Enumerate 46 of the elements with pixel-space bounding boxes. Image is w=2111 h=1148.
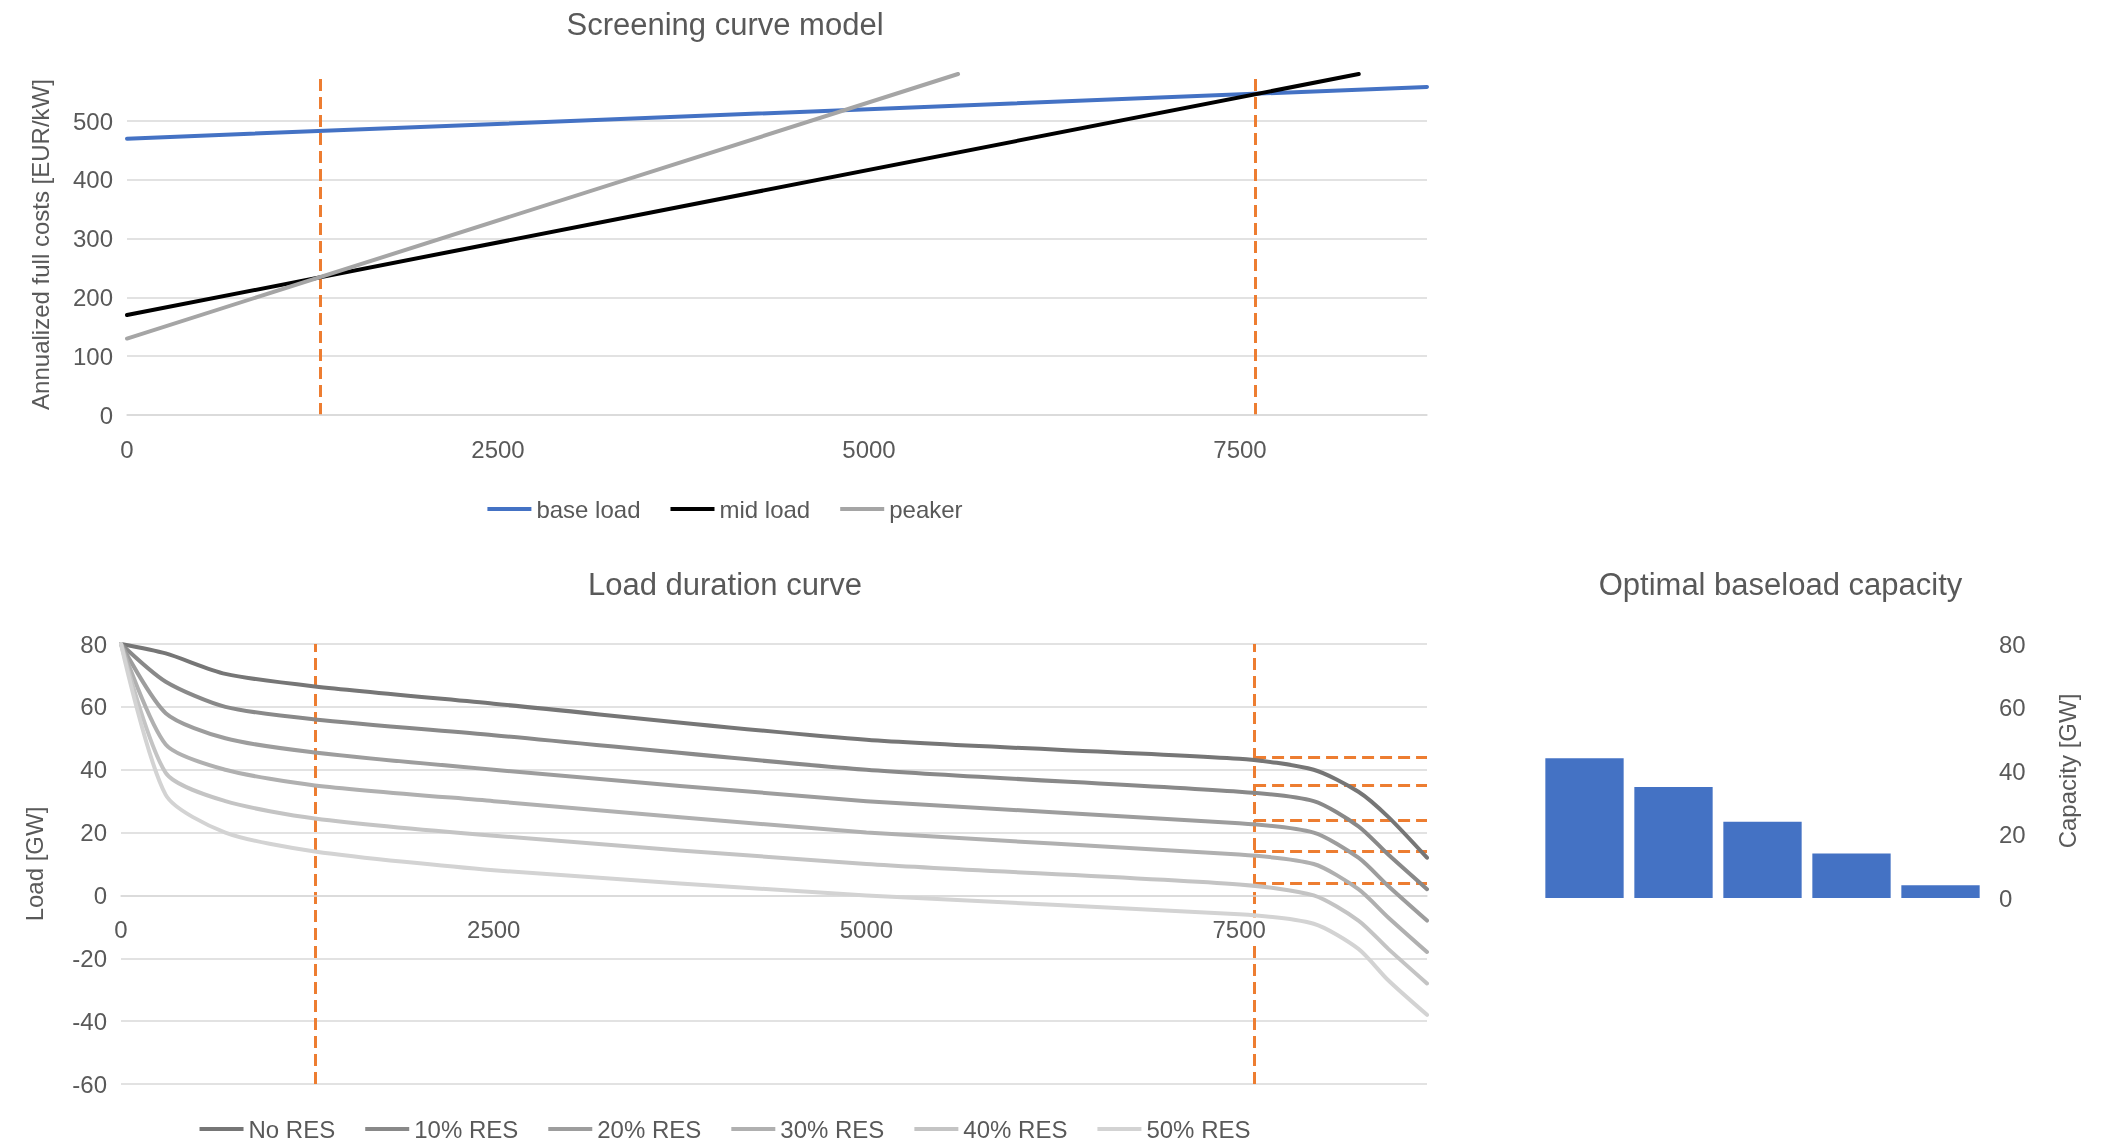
x-tick-label: 7500 — [1212, 915, 1266, 943]
chart-title: Optimal baseload capacity — [1598, 567, 1963, 602]
y-tick-label: 200 — [72, 283, 113, 311]
legend-label: 30% RES — [780, 1115, 885, 1143]
y-tick-label: 20 — [1999, 821, 2026, 848]
legend-label: 10% RES — [414, 1115, 519, 1143]
y-tick-label: 400 — [72, 166, 113, 194]
y-tick-label: 500 — [72, 107, 113, 135]
y-tick-label: 60 — [80, 693, 107, 721]
x-tick-label: 2500 — [467, 915, 521, 943]
legend-label: No RES — [248, 1115, 336, 1143]
x-tick-label: 2500 — [471, 435, 525, 463]
legend-label: base load — [536, 495, 641, 523]
y-tick-label: 0 — [99, 401, 113, 429]
y-axis-title: Annualized full costs [EUR/kW] — [26, 79, 54, 410]
chart-title: Screening curve model — [566, 7, 884, 42]
y-tick-label: 0 — [1999, 884, 2013, 912]
y-tick-label: 40 — [80, 756, 107, 784]
y-tick-label: -60 — [72, 1070, 107, 1098]
x-tick-label: 7500 — [1213, 435, 1267, 463]
x-tick-label: 5000 — [839, 915, 894, 943]
legend-label: mid load — [719, 495, 811, 523]
y-tick-label: 80 — [1999, 630, 2026, 658]
y-tick-label: 100 — [72, 342, 113, 370]
legend-label: 40% RES — [963, 1115, 1068, 1143]
y-tick-label: 40 — [1999, 757, 2026, 785]
bar — [1812, 853, 1891, 898]
legend-label: 20% RES — [597, 1115, 702, 1143]
y-tick-label: 0 — [93, 881, 107, 909]
bar — [1901, 885, 1980, 898]
bar — [1723, 821, 1802, 898]
y-axis-title: Load [GW] — [20, 806, 48, 922]
y-tick-label: 20 — [80, 819, 107, 847]
y-axis-title: Capacity [GW] — [2053, 693, 2081, 849]
x-tick-label: 0 — [120, 435, 134, 463]
bar — [1634, 786, 1713, 898]
y-tick-label: -20 — [72, 944, 107, 972]
y-tick-label: -40 — [72, 1007, 107, 1035]
chart-title: Load duration curve — [587, 567, 863, 602]
legend-label: peaker — [889, 495, 963, 523]
x-tick-label: 5000 — [842, 435, 896, 463]
legend-label: 50% RES — [1146, 1115, 1251, 1143]
bar — [1545, 758, 1624, 898]
y-tick-label: 80 — [80, 630, 107, 658]
y-tick-label: 300 — [72, 225, 113, 253]
y-tick-label: 60 — [1999, 694, 2026, 721]
